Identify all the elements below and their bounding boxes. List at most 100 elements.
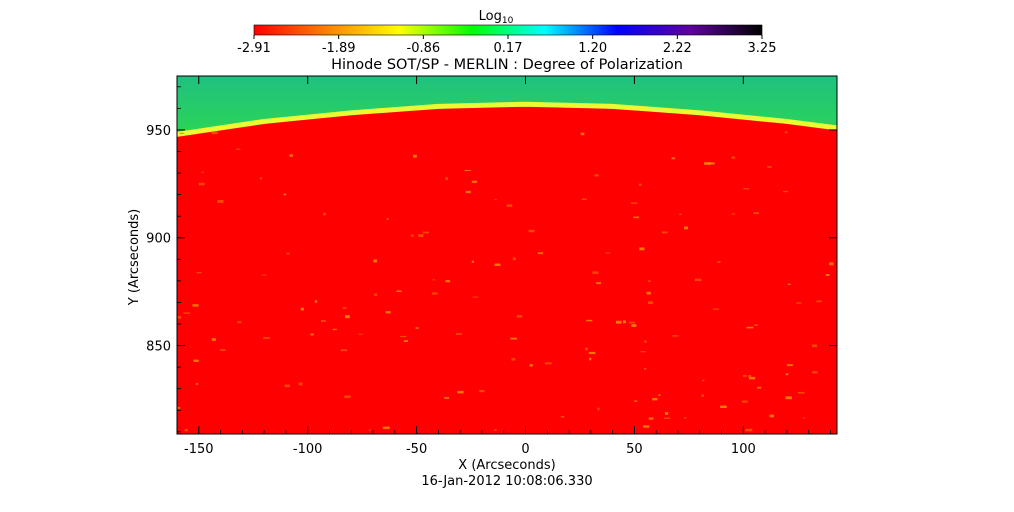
disk-feature [754,324,759,326]
colorbar-tick-label: -1.89 [322,41,356,56]
disk-feature [396,290,402,292]
disk-feature [616,320,622,324]
disk-feature [422,231,429,234]
disk-feature [746,326,754,329]
disk-feature [529,364,533,367]
disk-feature [684,417,687,419]
disk-feature [580,132,585,136]
disk-feature [195,383,199,385]
disk-feature [812,371,818,374]
solar-limb [177,101,837,137]
disk-feature [298,382,303,386]
colorbar-label: Log10 [479,9,514,26]
disk-feature [671,157,675,160]
disk-feature [479,389,485,393]
disk-feature [605,252,611,254]
colorbar-strip [253,24,763,36]
disk-feature [494,263,501,266]
disk-feature [445,280,451,283]
disk-feature [444,397,449,399]
disk-feature [745,428,753,432]
disk-feature [658,394,661,396]
colorbar-ticks: -2.91 -1.89 -0.86 0.17 1.20 2.22 3.25 [237,35,776,56]
x-tick-label: -100 [293,442,323,457]
y-axis: 850 900 950 [146,86,837,433]
y-axis-label: Y (Arcseconds) [127,209,142,306]
disk-feature [237,321,242,324]
disk-feature [400,335,407,338]
disk-feature [639,247,645,251]
colorbar: Log10 -2.91 -1.89 -0.86 0.17 1.20 2.22 3.25 [237,9,776,56]
disk-feature [560,416,565,418]
disk-feature [769,414,774,418]
disk-feature [634,400,638,402]
disk-feature [743,375,747,377]
disk-feature [382,426,390,429]
disk-feature [284,384,290,388]
disk-feature [708,162,715,165]
disk-feature [647,301,654,305]
disk-feature [465,190,471,194]
x-tick-label: -150 [184,442,214,457]
disk-feature [644,340,647,343]
disk-feature [494,199,497,201]
chart-title: Hinode SOT/SP - MERLIN : Degree of Polar… [331,57,683,73]
disk-feature [816,300,822,303]
colorbar-tick-label: 2.22 [663,41,692,56]
disk-feature [783,190,789,193]
disk-feature [345,315,350,319]
x-tick-label: 100 [731,442,756,457]
disk-feature [731,156,736,159]
disk-feature [694,278,702,282]
disk-feature [494,429,497,431]
disk-feature [588,351,596,355]
disk-feature [712,308,719,310]
disk-feature [623,320,626,324]
disk-feature [455,333,462,335]
disk-feature [516,315,523,318]
disk-feature [787,283,791,285]
disk-feature [415,327,419,329]
disk-feature [471,180,478,183]
disk-feature [586,319,593,322]
disk-feature [358,333,363,335]
disk-feature [332,328,337,331]
y-tick-label: 950 [146,124,171,139]
disk-feature [643,425,650,428]
disk-feature [314,300,318,303]
disk-feature [630,202,638,204]
colorbar-tick-label: 1.20 [578,41,607,56]
disk-feature [528,229,535,233]
colorbar-tick-label: 3.25 [748,41,777,56]
disk-feature [342,307,347,309]
disk-feature [592,271,599,274]
plot-area [177,76,837,434]
disk-feature [749,376,756,380]
disk-feature [720,405,727,408]
disk-feature [684,226,688,230]
disk-feature [464,170,471,171]
disk-feature [638,183,642,186]
disk-feature [743,188,749,190]
disk-features [177,131,834,432]
disk-feature [797,391,805,394]
colorbar-tick-label: 0.17 [494,41,523,56]
disk-feature [289,154,293,157]
disk-feature [585,347,588,351]
x-tick-label: 0 [521,442,529,457]
disk-feature [410,234,414,237]
disk-feature [628,321,635,324]
disk-feature [457,390,464,394]
disk-feature [432,279,435,281]
disk-feature [640,351,646,353]
disk-feature [445,177,448,181]
disk-feature [589,357,592,361]
disk-feature [594,174,599,177]
disk-feature [785,373,789,376]
disk-feature [211,338,216,341]
disk-feature [259,177,263,180]
disk-feature [648,280,651,282]
disk-feature [300,307,304,311]
disk-feature [644,368,647,370]
